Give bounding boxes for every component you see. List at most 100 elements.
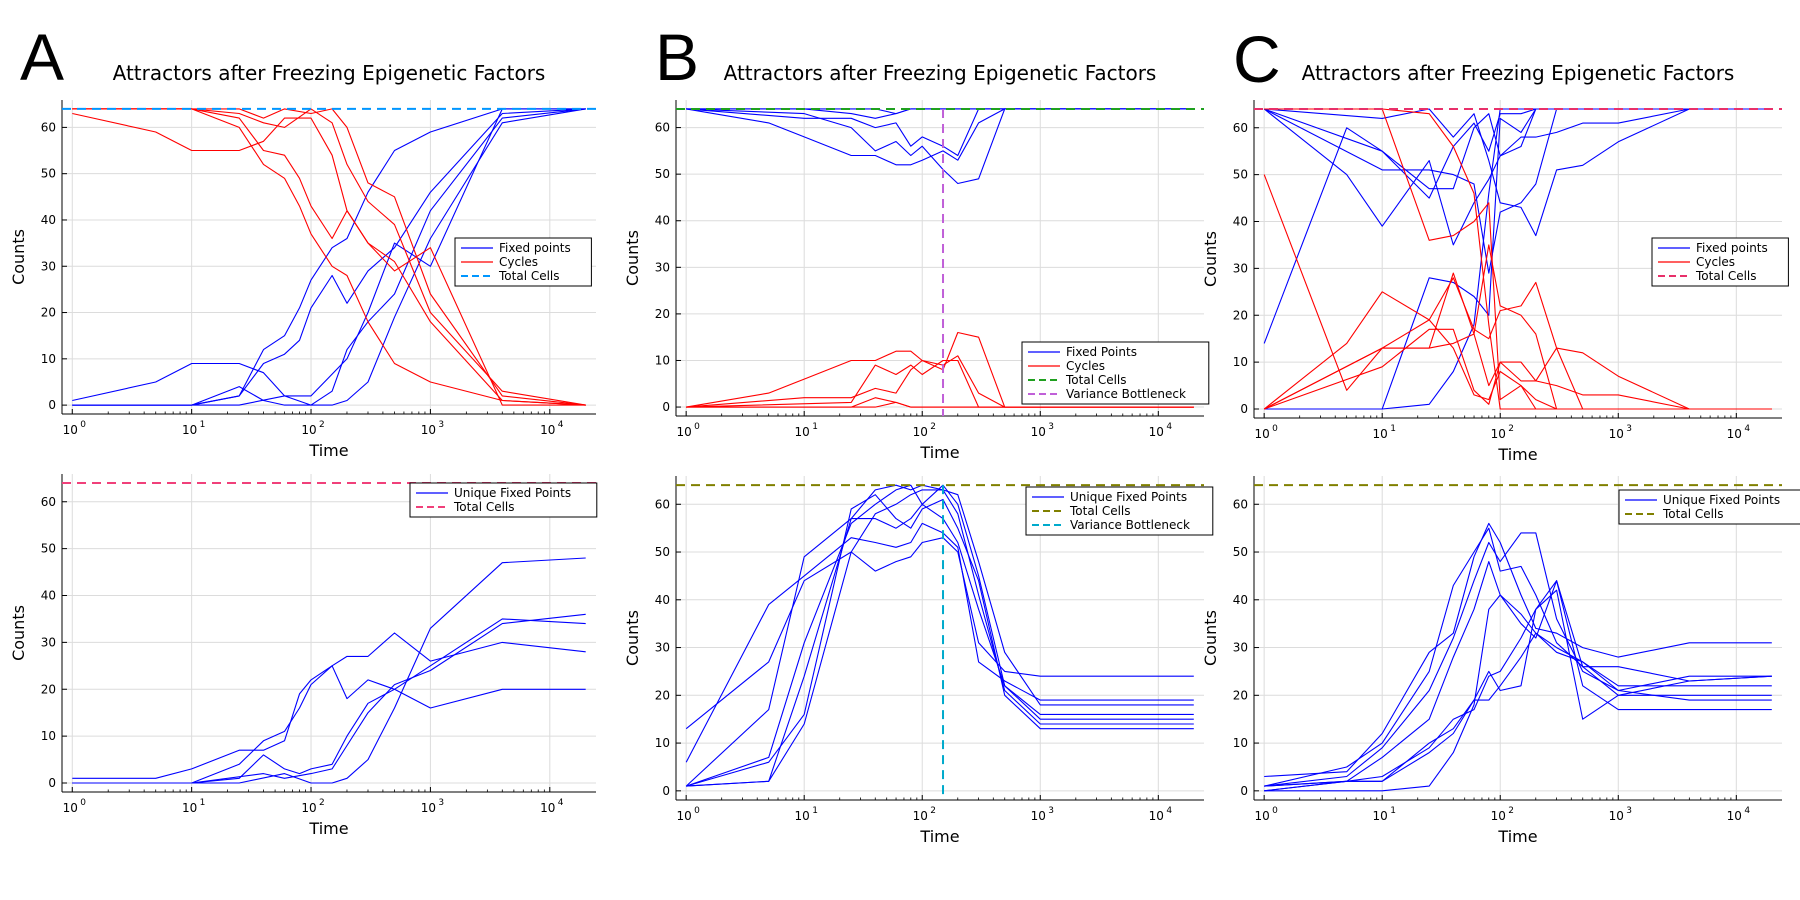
series-line-unique-fixed-points (1264, 632, 1772, 787)
x-tick-exponent: 2 (930, 806, 936, 816)
legend-label: Total Cells (1069, 504, 1131, 518)
x-tick-exponent: 2 (319, 420, 325, 430)
x-axis-label: Time (308, 441, 348, 460)
x-tick-exponent: 0 (694, 806, 700, 816)
y-axis-label: Counts (623, 610, 642, 666)
legend-box (1618, 489, 1800, 525)
y-tick-label: 30 (41, 635, 56, 649)
y-tick-label: 50 (1233, 168, 1248, 182)
x-tick-label: 10 (1373, 809, 1388, 823)
series-line-cycles (686, 401, 1194, 408)
series-line-fixed-points (72, 108, 586, 406)
x-tick-label: 10 (1255, 809, 1270, 823)
y-tick-label: 0 (48, 398, 56, 412)
y-tick-label: 30 (1233, 641, 1248, 655)
x-axis-label: Time (919, 827, 959, 846)
legend-label: Total Cells (1065, 373, 1127, 387)
y-tick-label: 20 (41, 682, 56, 696)
series-line-unique-fixed-points (72, 557, 586, 784)
series-line-unique-fixed-points (685, 522, 1194, 763)
legend-label: Unique Fixed Points (454, 486, 571, 500)
y-axis-label: Counts (623, 230, 642, 286)
series-line-unique-fixed-points (1264, 527, 1772, 787)
x-tick-exponent: 3 (438, 420, 444, 430)
x-tick-label: 10 (1491, 427, 1506, 441)
series-line-fixed-points (72, 108, 586, 402)
y-tick-label: 20 (41, 306, 56, 320)
x-axis-label: Time (308, 819, 348, 838)
x-tick-exponent: 4 (1744, 806, 1750, 816)
x-tick-exponent: 3 (1048, 806, 1054, 816)
y-tick-label: 10 (1233, 355, 1248, 369)
y-tick-label: 10 (655, 353, 670, 367)
plot-area (1254, 484, 1782, 792)
x-tick-label: 10 (421, 423, 436, 437)
x-tick-label: 10 (421, 801, 436, 815)
grid (676, 476, 1204, 800)
x-tick-label: 10 (63, 423, 78, 437)
x-tick-label: 10 (540, 801, 555, 815)
x-tick-exponent: 0 (80, 798, 86, 808)
panel-letter-b: B (655, 20, 699, 94)
y-tick-label: 60 (655, 121, 670, 135)
x-tick-exponent: 1 (812, 806, 818, 816)
y-tick-label: 60 (41, 120, 56, 134)
series-line-unique-fixed-points (1264, 580, 1772, 792)
x-tick-label: 10 (63, 801, 78, 815)
series-line-unique-fixed-points (72, 688, 586, 784)
chart-A-top: 10 0 10 1 10 2 10 3 10 40102030405060TimeCountsAt… (9, 61, 596, 460)
series-line-fixed-points (1263, 108, 1772, 274)
x-tick-label: 10 (795, 809, 810, 823)
y-tick-label: 10 (1233, 736, 1248, 750)
y-tick-label: 0 (662, 784, 670, 798)
legend-label: Cycles (1066, 359, 1105, 373)
series-line-unique-fixed-points (686, 494, 1194, 787)
y-tick-label: 50 (41, 542, 56, 556)
y-tick-label: 60 (655, 497, 670, 511)
series-line-cycles (72, 112, 586, 406)
y-axis-label: Counts (9, 605, 28, 661)
y-tick-label: 0 (662, 400, 670, 414)
y-tick-label: 60 (1233, 121, 1248, 135)
y-tick-label: 50 (1233, 545, 1248, 559)
y-tick-label: 60 (1233, 497, 1248, 511)
series-line-unique-fixed-points (72, 613, 586, 784)
x-tick-label: 10 (913, 425, 928, 439)
x-tick-exponent: 3 (1626, 424, 1632, 434)
series-line-cycles (72, 108, 586, 406)
y-tick-label: 40 (655, 214, 670, 228)
y-tick-label: 40 (1233, 593, 1248, 607)
y-tick-label: 20 (1233, 688, 1248, 702)
legend-label: Fixed points (1696, 241, 1768, 255)
y-tick-label: 10 (41, 729, 56, 743)
series-line-cycles (72, 108, 586, 406)
y-tick-label: 50 (41, 167, 56, 181)
y-tick-label: 20 (655, 307, 670, 321)
plot-area (676, 484, 1204, 800)
grid (62, 474, 596, 792)
x-tick-label: 10 (795, 425, 810, 439)
y-tick-label: 40 (41, 213, 56, 227)
x-tick-exponent: 4 (1166, 422, 1172, 432)
x-tick-exponent: 0 (694, 422, 700, 432)
series-line-fixed-points (1264, 108, 1772, 410)
series-line-unique-fixed-points (686, 489, 1194, 787)
x-tick-exponent: 4 (1166, 806, 1172, 816)
x-tick-exponent: 4 (1744, 424, 1750, 434)
x-tick-exponent: 1 (200, 420, 206, 430)
chart-A-bottom: 10 0 10 1 10 2 10 3 10 40102030405060TimeCountsUn… (9, 474, 598, 838)
series-line-unique-fixed-points (685, 503, 1194, 787)
plot-area (62, 482, 596, 784)
x-tick-label: 10 (1491, 809, 1506, 823)
x-axis-label: Time (1497, 827, 1537, 846)
series-line-unique-fixed-points (686, 484, 1194, 787)
series-line-fixed-points (1263, 108, 1772, 344)
series-line-fixed-points (72, 108, 586, 406)
x-tick-label: 10 (182, 801, 197, 815)
x-tick-label: 10 (301, 801, 316, 815)
series-line-fixed-points (1264, 108, 1772, 410)
